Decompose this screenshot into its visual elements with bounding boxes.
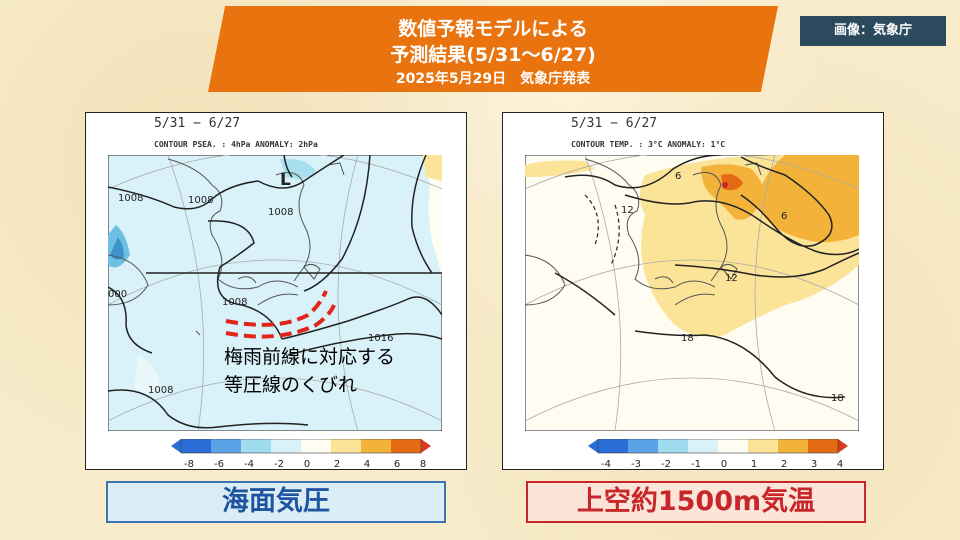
isobar-label: 1016 — [368, 333, 393, 344]
colorbar-tick: 0 — [721, 459, 727, 470]
baiu-front-annotation: 梅雨前線に対応する 等圧線のくびれ — [224, 343, 395, 399]
colorbar-tick: -4 — [601, 459, 611, 470]
pressure-map-canvas: 1008 1008 1008 1008 1016 1008 000 L — [108, 155, 442, 431]
isobar-label: 000 — [108, 289, 127, 300]
annotation-line-2: 等圧線のくびれ — [224, 374, 358, 396]
temperature-850-map: 5/31 − 6/27 CONTOUR TEMP. : 3°C ANOMALY:… — [502, 112, 884, 470]
period-label: 5/31 − 6/27 — [571, 116, 658, 131]
isobar-label: 1008 — [268, 207, 293, 218]
title-line-3: 2025年5月29日 気象庁発表 — [395, 71, 591, 87]
colorbar-tick: 2 — [334, 459, 340, 470]
temperature-map-canvas: 6 12 6 12 18 18 — [525, 155, 859, 431]
colorbar-tick: -6 — [214, 459, 224, 470]
isobar-label: 1008 — [118, 193, 143, 204]
upper-air-temperature-caption: 上空約1500m気温 — [526, 481, 866, 523]
baiu-front-marker — [225, 290, 336, 339]
colorbar-tick: -4 — [244, 459, 254, 470]
temperature-anomaly-colorbar: -4 -3 -2 -1 0 1 2 3 4 — [588, 439, 848, 470]
isobar-label: 1008 — [188, 195, 213, 206]
image-credit: 画像：気象庁 — [800, 16, 946, 46]
colorbar-tick: -2 — [274, 459, 284, 470]
isotherm-label: 18 — [831, 393, 844, 404]
isotherm-label: 12 — [621, 205, 634, 216]
isotherm-label: 6 — [781, 211, 787, 222]
colorbar-tick: 1 — [751, 459, 757, 470]
colorbar-tick: 6 — [394, 459, 400, 470]
isobar-label: 1008 — [222, 297, 247, 308]
colorbar-tick: 4 — [364, 459, 370, 470]
isotherm-label: 12 — [725, 273, 738, 284]
sea-level-pressure-map: 5/31 − 6/27 CONTOUR PSEA. : 4hPa ANOMALY… — [85, 112, 467, 470]
title-line-1: 数値予報モデルによる — [398, 18, 588, 40]
colorbar-tick: -2 — [661, 459, 671, 470]
contour-info: CONTOUR PSEA. : 4hPa ANOMALY: 2hPa — [154, 140, 318, 149]
contour-info: CONTOUR TEMP. : 3°C ANOMALY: 1°C — [571, 140, 726, 149]
isobar-label: 1008 — [148, 385, 173, 396]
sea-level-pressure-caption: 海面気圧 — [106, 481, 446, 523]
annotation-line-1: 梅雨前線に対応する — [224, 346, 396, 368]
colorbar-tick: -8 — [184, 459, 194, 470]
period-label: 5/31 − 6/27 — [154, 116, 241, 131]
colorbar-tick: 2 — [781, 459, 787, 470]
low-pressure-marker: L — [280, 170, 291, 190]
isotherm-label: 18 — [681, 333, 694, 344]
title-line-2: 予測結果(5/31～6/27) — [390, 44, 596, 66]
title-banner: 数値予報モデルによる 予測結果(5/31～6/27) 2025年5月29日 気象… — [208, 6, 778, 92]
colorbar-tick: 8 — [420, 459, 426, 470]
colorbar-tick: 4 — [837, 459, 843, 470]
isotherm-label: 6 — [675, 171, 681, 182]
colorbar-tick: 0 — [304, 459, 310, 470]
colorbar-tick: -1 — [691, 459, 701, 470]
colorbar-tick: -3 — [631, 459, 641, 470]
colorbar-tick: 3 — [811, 459, 817, 470]
pressure-anomaly-colorbar: -8 -6 -4 -2 0 2 4 6 8 — [171, 439, 431, 470]
